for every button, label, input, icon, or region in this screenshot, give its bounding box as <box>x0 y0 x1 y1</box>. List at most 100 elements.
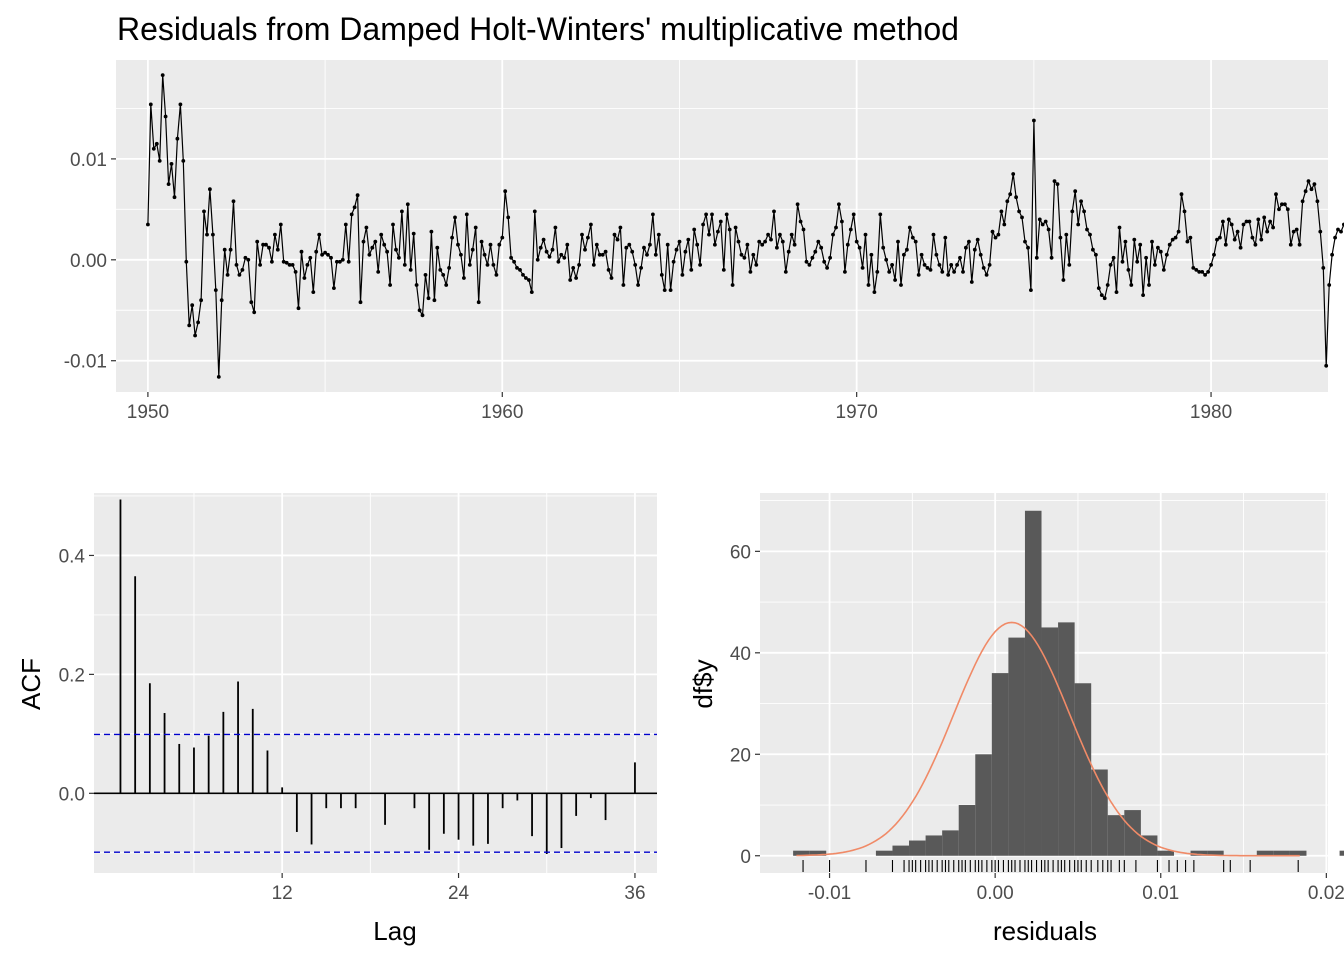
histogram-bar <box>1024 510 1042 856</box>
residual-point <box>544 249 549 254</box>
acf-panel: 12 24 36 0.0 0.2 0.4 <box>59 493 657 904</box>
residual-point <box>154 141 159 146</box>
residual-point <box>255 239 260 244</box>
residual-point <box>273 232 277 237</box>
residual-point <box>680 273 685 277</box>
residual-point <box>506 215 511 220</box>
residual-point <box>349 212 354 217</box>
residual-point <box>978 252 983 257</box>
residual-point <box>1318 229 1323 234</box>
residual-point <box>887 270 892 274</box>
residual-point <box>1291 229 1296 234</box>
residual-point <box>987 263 992 267</box>
residual-point <box>503 189 508 194</box>
residual-point <box>535 257 540 262</box>
residual-point <box>1108 263 1113 267</box>
residual-point <box>216 375 221 379</box>
residual-point <box>1102 296 1107 301</box>
residual-point <box>1099 293 1104 297</box>
residual-point <box>379 232 384 237</box>
residual-point <box>648 242 652 247</box>
residual-point <box>1014 195 1018 200</box>
residual-point <box>293 270 298 274</box>
acf-x-tick-label: 36 <box>624 883 645 904</box>
residual-point <box>798 219 803 224</box>
residual-point <box>783 270 788 274</box>
histogram-x-tick-label: 0.00 <box>977 883 1014 904</box>
residual-point <box>405 202 410 207</box>
residual-point <box>801 227 806 232</box>
residual-point <box>884 257 889 262</box>
residual-point <box>281 259 286 264</box>
residual-point <box>225 273 230 277</box>
residual-point <box>609 276 614 280</box>
residual-point <box>305 263 310 267</box>
histogram-bar <box>925 835 943 856</box>
residual-point <box>246 257 251 262</box>
residual-point <box>1147 283 1151 287</box>
residual-point <box>639 266 643 270</box>
residual-point <box>1055 182 1060 187</box>
histogram-bar <box>1289 850 1307 856</box>
residual-point <box>1161 268 1166 272</box>
residual-point <box>1179 192 1184 197</box>
residual-point <box>364 225 369 230</box>
residual-point <box>733 225 738 230</box>
histogram-x-axis-label: residuals <box>993 916 1097 946</box>
residual-point <box>878 212 883 217</box>
residual-point <box>869 252 874 257</box>
histogram-bar <box>1256 850 1274 856</box>
residual-point <box>651 212 655 217</box>
residual-point <box>538 245 543 250</box>
residual-point <box>736 239 741 244</box>
residual-point <box>1117 225 1122 230</box>
histogram-bar <box>1008 637 1025 856</box>
residual-point <box>432 298 437 303</box>
residual-point <box>913 239 918 244</box>
residual-point <box>662 288 667 292</box>
histogram-y-tick-label: 60 <box>730 542 751 563</box>
residual-point <box>1176 229 1181 234</box>
residual-point <box>645 252 649 257</box>
residual-point <box>828 255 832 260</box>
residual-point <box>665 242 670 247</box>
residual-point <box>1288 242 1293 247</box>
residual-point <box>228 247 233 252</box>
residual-point <box>453 215 457 220</box>
residual-point <box>1126 268 1131 272</box>
residual-point <box>193 333 198 338</box>
residual-point <box>1023 239 1027 244</box>
residuals-y-tick-label: 0.01 <box>70 150 107 171</box>
residual-point <box>946 273 951 277</box>
residual-point <box>1330 252 1334 257</box>
residual-point <box>653 252 658 257</box>
residual-point <box>160 73 165 77</box>
residual-point <box>447 266 451 270</box>
residual-point <box>786 249 791 254</box>
residual-point <box>1194 268 1199 272</box>
histogram-bar <box>1058 622 1075 856</box>
histogram-bar <box>909 840 926 856</box>
residual-point <box>1141 293 1145 297</box>
residual-point <box>326 252 330 257</box>
residual-point <box>1294 227 1299 232</box>
residual-point <box>1073 189 1078 194</box>
residual-point <box>559 252 564 257</box>
residual-point <box>565 242 570 247</box>
residual-point <box>624 245 629 250</box>
residual-point <box>627 242 632 247</box>
residual-point <box>1285 207 1290 212</box>
residual-point <box>512 259 516 264</box>
residual-point <box>391 222 395 227</box>
residual-point <box>323 250 327 255</box>
residual-point <box>473 225 478 230</box>
residual-point <box>270 259 274 264</box>
residual-point <box>302 276 307 280</box>
residual-point <box>529 290 534 294</box>
residual-point <box>470 247 475 252</box>
residual-point <box>905 247 909 252</box>
residual-point <box>763 239 767 244</box>
residual-point <box>813 249 818 254</box>
residual-point <box>1283 202 1287 207</box>
histogram-bar <box>1124 810 1141 856</box>
